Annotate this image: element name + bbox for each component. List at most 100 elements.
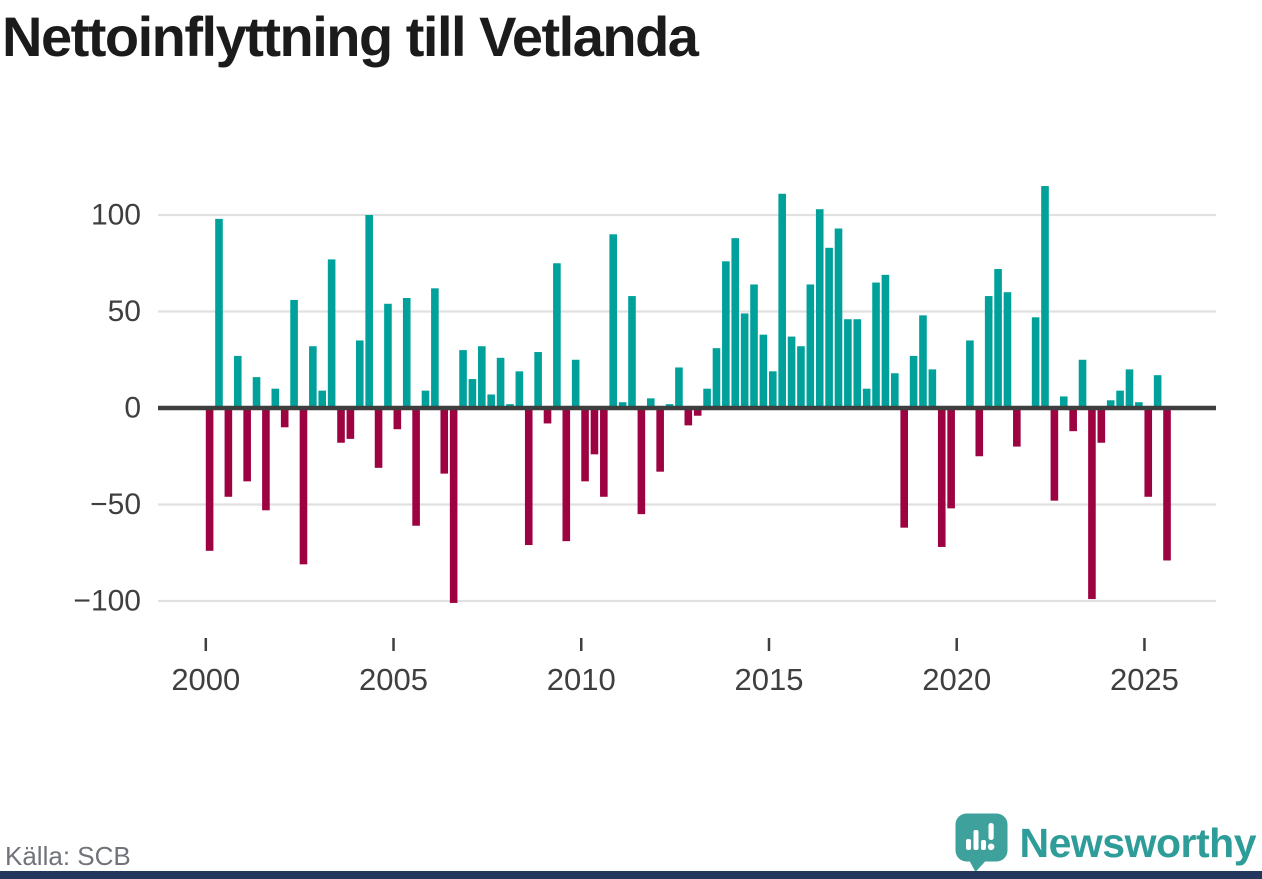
bar bbox=[205, 408, 214, 551]
bar bbox=[834, 228, 843, 408]
bar bbox=[872, 282, 880, 408]
bar bbox=[609, 234, 618, 408]
bar bbox=[984, 296, 993, 408]
bar bbox=[271, 388, 280, 408]
bar bbox=[656, 408, 664, 472]
bar bbox=[750, 284, 758, 408]
x-tick-label: 2020 bbox=[922, 662, 991, 697]
bar bbox=[1116, 390, 1124, 408]
bar bbox=[891, 373, 899, 408]
bar bbox=[1163, 408, 1171, 561]
bar bbox=[459, 350, 467, 408]
bar bbox=[233, 355, 242, 408]
bar bbox=[280, 408, 289, 428]
bar bbox=[1069, 408, 1077, 432]
y-tick-label: 50 bbox=[108, 295, 141, 328]
bar bbox=[787, 336, 796, 408]
bar bbox=[449, 408, 458, 603]
bar bbox=[778, 193, 786, 408]
bar bbox=[703, 388, 711, 408]
bar bbox=[562, 408, 571, 542]
bar bbox=[224, 408, 233, 497]
bar bbox=[975, 408, 984, 457]
bar bbox=[844, 319, 852, 408]
page-title: Nettoinflyttning till Vetlanda bbox=[2, 5, 699, 68]
bar bbox=[1144, 408, 1153, 497]
bar bbox=[478, 346, 486, 408]
bar bbox=[337, 408, 345, 443]
bar bbox=[215, 218, 223, 408]
bar bbox=[412, 408, 420, 526]
bar bbox=[693, 408, 702, 416]
bar bbox=[553, 263, 561, 408]
y-tick-label: −100 bbox=[73, 585, 141, 618]
x-tick-label: 2025 bbox=[1110, 662, 1179, 697]
bar bbox=[309, 346, 317, 408]
bar bbox=[374, 408, 383, 468]
bar bbox=[1153, 375, 1162, 408]
x-tick-label: 2005 bbox=[359, 662, 428, 697]
bar bbox=[496, 357, 505, 408]
bar bbox=[1078, 359, 1087, 408]
bar bbox=[1106, 400, 1115, 408]
bar bbox=[947, 408, 955, 509]
bar bbox=[571, 359, 580, 408]
bar bbox=[290, 299, 298, 408]
bar bbox=[1013, 408, 1021, 447]
chart-canvas: 100 50 0 −50 −100 2000 2005 2010 2015 2020 2025 bbox=[73, 186, 1216, 697]
bottom-accent-bar bbox=[0, 871, 1262, 879]
net-migration-bar-chart: 100 50 0 −50 −100 2000 2005 2010 2015 2020 2025 bbox=[0, 130, 1262, 715]
bar bbox=[618, 402, 627, 408]
bar bbox=[1135, 402, 1143, 408]
bar bbox=[421, 390, 430, 408]
bar bbox=[515, 371, 524, 408]
newsworthy-logo: Newsworthy bbox=[955, 813, 1256, 873]
bar bbox=[346, 408, 355, 439]
bar bbox=[1088, 408, 1096, 600]
bar bbox=[919, 315, 927, 408]
bar bbox=[1097, 408, 1106, 443]
bar bbox=[994, 269, 1002, 408]
bar bbox=[384, 303, 392, 408]
bar bbox=[1003, 292, 1012, 408]
bar bbox=[524, 408, 533, 546]
bar bbox=[797, 346, 805, 408]
bar bbox=[600, 408, 608, 497]
bar bbox=[937, 408, 946, 547]
y-tick-label: 100 bbox=[91, 199, 141, 232]
bar bbox=[909, 355, 918, 408]
bar bbox=[740, 313, 749, 408]
bar bbox=[768, 371, 777, 408]
bar bbox=[487, 394, 495, 408]
y-tick-label: −50 bbox=[90, 488, 141, 521]
bar bbox=[675, 367, 683, 408]
bar bbox=[431, 288, 439, 408]
bar bbox=[534, 352, 542, 408]
bar bbox=[1031, 317, 1040, 408]
bar bbox=[440, 408, 449, 474]
bar bbox=[928, 369, 937, 408]
bar bbox=[393, 408, 402, 430]
bar bbox=[590, 408, 599, 455]
bar bbox=[1050, 408, 1059, 501]
x-tick-label: 2010 bbox=[547, 662, 616, 697]
bar bbox=[243, 408, 251, 482]
bar bbox=[900, 408, 908, 528]
bar bbox=[712, 348, 721, 408]
bar bbox=[684, 408, 693, 426]
bar bbox=[731, 238, 740, 408]
bar bbox=[581, 408, 589, 482]
bar bbox=[543, 408, 552, 424]
bar bbox=[327, 259, 336, 408]
bar bbox=[862, 388, 871, 408]
x-tick-label: 2015 bbox=[735, 662, 804, 697]
source-label: Källa: SCB bbox=[5, 841, 131, 871]
y-tick-label: 0 bbox=[124, 392, 141, 425]
bar bbox=[637, 408, 646, 515]
bar bbox=[646, 398, 655, 408]
bar bbox=[402, 297, 411, 408]
bar bbox=[1041, 186, 1049, 408]
bar bbox=[1059, 396, 1068, 408]
bar bbox=[262, 408, 270, 511]
bar bbox=[468, 379, 477, 408]
